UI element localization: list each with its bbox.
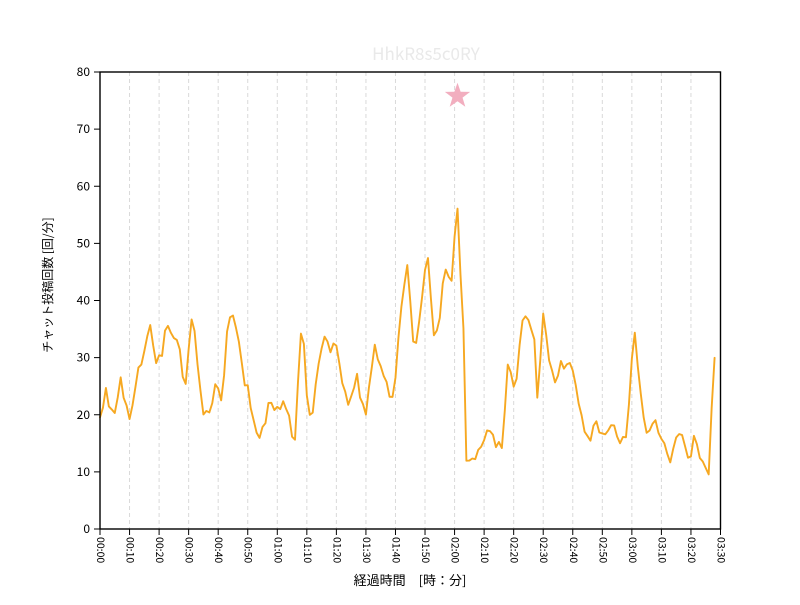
svg-text:01:20: 01:20 xyxy=(329,537,344,563)
svg-text:00:30: 00:30 xyxy=(182,537,197,563)
svg-text:01:50: 01:50 xyxy=(418,537,433,563)
svg-text:60: 60 xyxy=(77,177,91,194)
svg-text:70: 70 xyxy=(77,120,91,137)
svg-text:02:30: 02:30 xyxy=(536,537,551,563)
svg-text:03:00: 03:00 xyxy=(625,537,640,563)
svg-text:03:20: 03:20 xyxy=(684,537,699,563)
svg-text:01:30: 01:30 xyxy=(359,537,374,563)
svg-text:HhkR8s5c0RY: HhkR8s5c0RY xyxy=(372,40,481,65)
svg-text:30: 30 xyxy=(77,349,91,366)
svg-text:02:40: 02:40 xyxy=(566,537,581,563)
svg-text:40: 40 xyxy=(77,292,91,309)
svg-text:00:50: 00:50 xyxy=(241,537,256,563)
svg-text:02:00: 02:00 xyxy=(448,537,463,563)
svg-text:00:00: 00:00 xyxy=(93,537,108,563)
svg-text:02:10: 02:10 xyxy=(477,537,492,563)
svg-text:03:30: 03:30 xyxy=(714,537,729,563)
svg-text:00:10: 00:10 xyxy=(123,537,138,563)
svg-text:0: 0 xyxy=(83,520,90,537)
svg-text:01:00: 01:00 xyxy=(270,537,285,563)
svg-text:80: 80 xyxy=(77,63,91,80)
svg-text:02:50: 02:50 xyxy=(595,537,610,563)
svg-text:20: 20 xyxy=(77,406,91,423)
svg-text:01:10: 01:10 xyxy=(300,537,315,563)
svg-text:00:40: 00:40 xyxy=(211,537,226,563)
svg-text:01:40: 01:40 xyxy=(388,537,403,563)
svg-text:03:10: 03:10 xyxy=(654,537,669,563)
svg-text:経過時間 [時：分]: 経過時間 [時：分] xyxy=(354,570,467,589)
svg-text:チャット投稿回数 [回/分]: チャット投稿回数 [回/分] xyxy=(39,217,56,352)
svg-text:02:20: 02:20 xyxy=(507,537,522,563)
svg-text:00:20: 00:20 xyxy=(152,537,167,563)
svg-text:10: 10 xyxy=(77,463,91,480)
svg-text:50: 50 xyxy=(77,234,91,251)
